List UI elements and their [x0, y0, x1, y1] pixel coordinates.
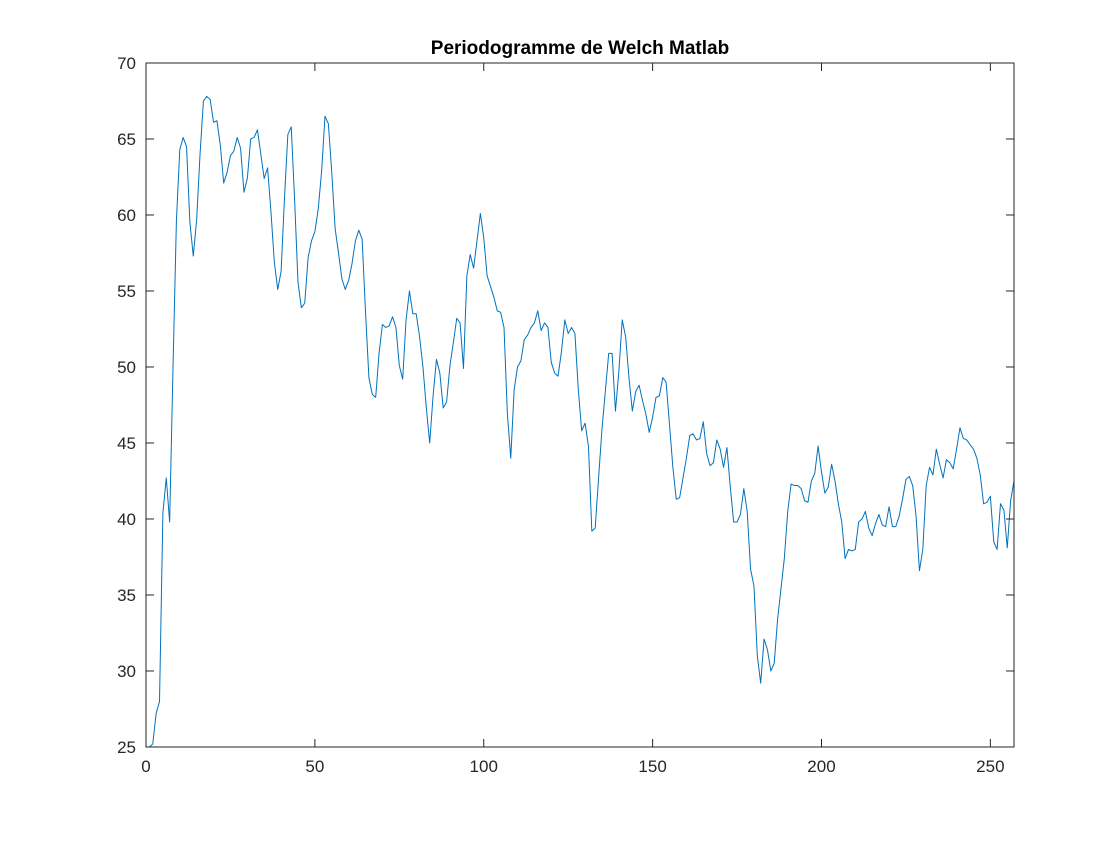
y-tick-label: 35 — [117, 586, 136, 605]
y-tick-label: 45 — [117, 434, 136, 453]
y-tick-label: 65 — [117, 130, 136, 149]
y-tick-label: 25 — [117, 738, 136, 757]
chart-title: Periodogramme de Welch Matlab — [431, 38, 729, 59]
y-tick-label: 30 — [117, 662, 136, 681]
y-tick-label: 40 — [117, 510, 136, 529]
x-tick-label: 0 — [141, 757, 150, 776]
y-tick-label: 55 — [117, 282, 136, 301]
x-tick-label: 200 — [807, 757, 835, 776]
axes-box — [145, 62, 1015, 748]
x-tick-label: 100 — [470, 757, 498, 776]
x-tick-label: 150 — [638, 757, 666, 776]
y-tick-label: 50 — [117, 358, 136, 377]
y-tick-label: 60 — [117, 206, 136, 225]
y-tick-label: 70 — [117, 54, 136, 73]
x-tick-label: 250 — [976, 757, 1004, 776]
series-line — [149, 95, 1015, 748]
x-tick-label: 50 — [305, 757, 324, 776]
